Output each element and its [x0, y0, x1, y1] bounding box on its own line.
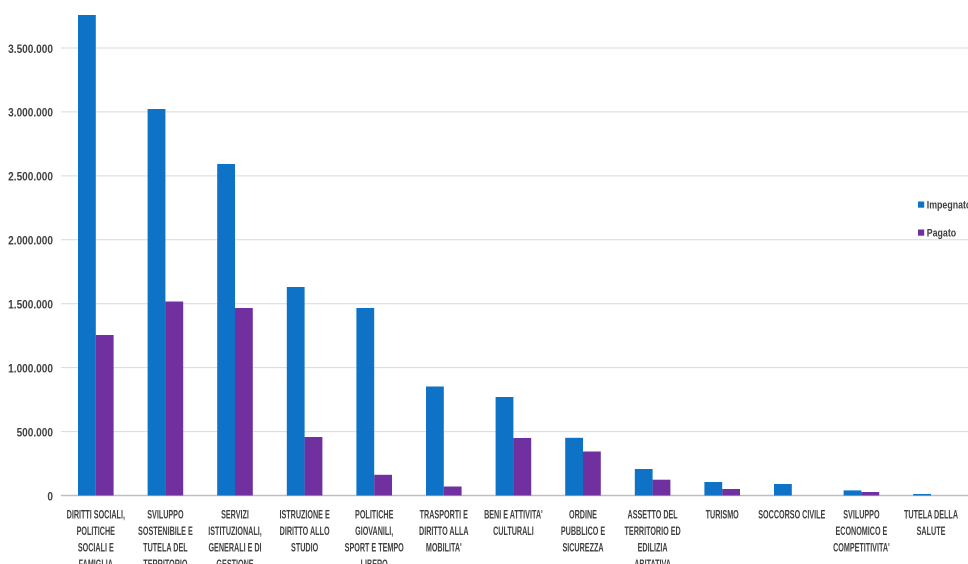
svg-text:ORDINE: ORDINE	[569, 509, 597, 522]
svg-text:SICUREZZA: SICUREZZA	[562, 542, 603, 555]
svg-text:GENERALI E DI: GENERALI E DI	[208, 542, 261, 555]
svg-text:ABITATIVA: ABITATIVA	[634, 558, 671, 564]
svg-text:POLITICHE: POLITICHE	[355, 509, 394, 522]
svg-text:TERRITORIO: TERRITORIO	[143, 558, 187, 564]
svg-text:ISTRUZIONE E: ISTRUZIONE E	[279, 509, 330, 522]
svg-text:3.000.000: 3.000.000	[8, 107, 53, 120]
svg-text:CULTURALI: CULTURALI	[493, 525, 534, 538]
svg-text:SVILUPPO: SVILUPPO	[147, 509, 184, 522]
svg-text:STUDIO: STUDIO	[291, 542, 318, 555]
svg-text:1.500.000: 1.500.000	[8, 299, 53, 312]
svg-text:Impegnato: Impegnato	[927, 199, 968, 211]
svg-text:SOSTENIBILE E: SOSTENIBILE E	[138, 525, 193, 538]
svg-text:TUTELA DEL: TUTELA DEL	[143, 542, 187, 555]
svg-text:DIRITTO ALLA: DIRITTO ALLA	[419, 525, 469, 538]
svg-text:GIOVANILI,: GIOVANILI,	[355, 525, 393, 538]
svg-text:SALUTE: SALUTE	[917, 525, 946, 538]
svg-text:TRASPORTI E: TRASPORTI E	[420, 509, 469, 522]
svg-text:ECONOMICO E: ECONOMICO E	[835, 525, 887, 538]
svg-text:GESTIONE: GESTIONE	[216, 558, 253, 564]
svg-text:Pagato: Pagato	[927, 227, 956, 239]
svg-text:BENI E ATTIVITA': BENI E ATTIVITA'	[484, 509, 543, 522]
svg-text:ISTITUZIONALI,: ISTITUZIONALI,	[208, 525, 262, 538]
svg-text:TUTELA DELLA: TUTELA DELLA	[904, 509, 958, 522]
svg-text:PUBBLICO E: PUBBLICO E	[561, 525, 606, 538]
svg-text:FAMIGLIA: FAMIGLIA	[79, 558, 113, 564]
svg-text:TERRITORIO ED: TERRITORIO ED	[625, 525, 681, 538]
svg-text:3.500.000: 3.500.000	[8, 43, 53, 56]
svg-text:POLITICHE: POLITICHE	[77, 525, 116, 538]
svg-text:TURISMO: TURISMO	[706, 509, 739, 522]
svg-text:SPORT E TEMPO: SPORT E TEMPO	[345, 542, 404, 555]
svg-text:SOCIALI E: SOCIALI E	[78, 542, 114, 555]
svg-text:500.000: 500.000	[17, 427, 53, 440]
svg-text:DIRITTO ALLO: DIRITTO ALLO	[280, 525, 330, 538]
svg-text:DIRITTI SOCIALI,: DIRITTI SOCIALI,	[67, 509, 125, 522]
svg-text:MOBILITA': MOBILITA'	[426, 542, 462, 555]
svg-text:ASSETTO DEL: ASSETTO DEL	[628, 509, 678, 522]
svg-text:SERVIZI: SERVIZI	[221, 509, 249, 522]
svg-text:EDILIZIA: EDILIZIA	[638, 542, 668, 555]
svg-text:SVILUPPO: SVILUPPO	[843, 509, 880, 522]
svg-text:0: 0	[47, 491, 53, 504]
svg-text:LIBERO: LIBERO	[361, 558, 388, 564]
svg-text:COMPETITIVITA': COMPETITIVITA'	[833, 542, 890, 555]
svg-text:2.000.000: 2.000.000	[8, 235, 53, 248]
svg-text:1.000.000: 1.000.000	[8, 363, 53, 376]
svg-text:SOCCORSO CIVILE: SOCCORSO CIVILE	[758, 509, 825, 522]
svg-text:2.500.000: 2.500.000	[8, 171, 53, 184]
